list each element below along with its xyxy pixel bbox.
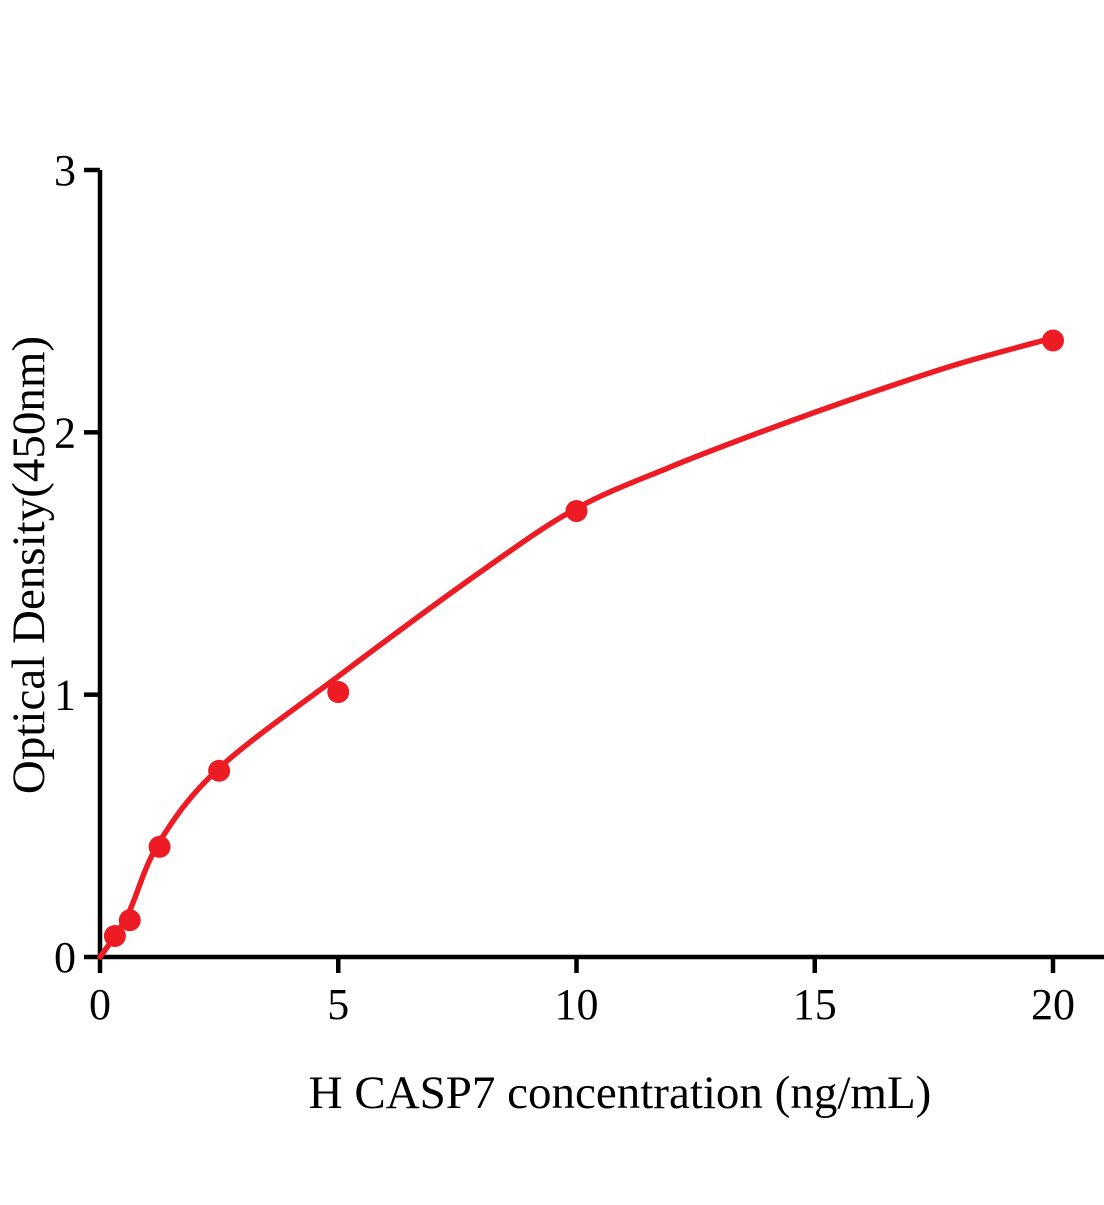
fit-curve bbox=[97, 335, 1056, 960]
x-axis-ticks: 0 5 10 15 20 bbox=[89, 957, 1075, 1029]
data-points bbox=[103, 329, 1064, 948]
x-tick-label-10: 10 bbox=[555, 980, 599, 1029]
data-point-4 bbox=[327, 681, 350, 704]
y-axis-title: Optical Density(450nm) bbox=[3, 336, 55, 794]
data-point-0 bbox=[103, 925, 126, 948]
data-point-1 bbox=[118, 909, 141, 932]
x-axis-title: H CASP7 concentration (ng/mL) bbox=[309, 1067, 932, 1119]
axis-lines bbox=[97, 170, 1104, 960]
y-tick-label-2: 2 bbox=[54, 408, 76, 457]
data-point-2 bbox=[148, 835, 171, 858]
data-point-3 bbox=[208, 759, 231, 782]
y-tick-label-0: 0 bbox=[54, 933, 76, 982]
x-tick-label-5: 5 bbox=[327, 980, 349, 1029]
y-tick-label-3: 3 bbox=[54, 146, 76, 195]
data-point-6 bbox=[1042, 329, 1064, 352]
data-point-5 bbox=[565, 500, 588, 523]
x-tick-label-0: 0 bbox=[89, 980, 111, 1029]
x-tick-label-20: 20 bbox=[1031, 980, 1075, 1029]
y-axis-ticks: 0 1 2 3 bbox=[54, 146, 100, 982]
y-tick-label-1: 1 bbox=[54, 671, 76, 720]
x-tick-label-15: 15 bbox=[793, 980, 837, 1029]
